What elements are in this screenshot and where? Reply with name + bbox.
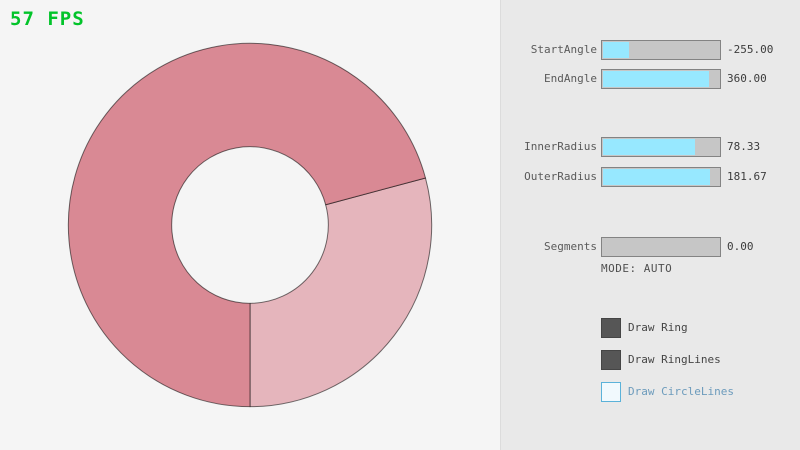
- inner-radius-value: 78.33: [727, 140, 761, 153]
- slider-row-segments: Segments 0.00: [501, 237, 800, 257]
- slider-fill: [603, 42, 629, 58]
- inner-radius-label: InnerRadius: [524, 140, 597, 153]
- segments-value: 0.00: [727, 240, 754, 253]
- slider-fill: [603, 139, 696, 155]
- outer-radius-label: OuterRadius: [524, 170, 597, 183]
- donut-ring-figure: [67, 42, 433, 408]
- segments-label: Segments: [544, 240, 597, 253]
- draw-ringlines-label: Draw RingLines: [628, 353, 721, 366]
- end-angle-label: EndAngle: [544, 72, 597, 85]
- draw-ring-label: Draw Ring: [628, 321, 688, 334]
- slider-fill: [603, 71, 710, 87]
- checkbox-row-draw-ringlines: Draw RingLines: [601, 350, 800, 370]
- draw-ring-checkbox[interactable]: [601, 318, 621, 338]
- slider-row-inner-radius: InnerRadius 78.33: [501, 137, 800, 157]
- checkbox-row-draw-ring: Draw Ring: [601, 318, 800, 338]
- ring-sector: [249, 177, 433, 408]
- start-angle-label: StartAngle: [530, 43, 597, 56]
- end-angle-value: 360.00: [727, 72, 767, 85]
- end-angle-slider[interactable]: [601, 69, 721, 89]
- outer-radius-value: 181.67: [727, 170, 767, 183]
- ring-sector: [67, 42, 427, 408]
- outer-radius-slider[interactable]: [601, 167, 721, 187]
- start-angle-slider[interactable]: [601, 40, 721, 60]
- slider-row-start-angle: StartAngle -255.00: [501, 40, 800, 60]
- checkbox-row-draw-circlelines: Draw CircleLines: [601, 382, 800, 402]
- inner-radius-slider[interactable]: [601, 137, 721, 157]
- draw-circlelines-checkbox[interactable]: [601, 382, 621, 402]
- slider-fill: [603, 169, 711, 185]
- draw-circlelines-label: Draw CircleLines: [628, 385, 734, 398]
- segments-mode-label: MODE: AUTO: [601, 262, 673, 275]
- fps-counter: 57 FPS: [10, 8, 85, 30]
- start-angle-value: -255.00: [727, 43, 774, 56]
- draw-ringlines-checkbox[interactable]: [601, 350, 621, 370]
- control-panel: StartAngle -255.00 EndAngle 360.00 Inner…: [500, 0, 800, 450]
- segments-slider[interactable]: [601, 237, 721, 257]
- render-canvas: 57 FPS: [10, 8, 433, 408]
- slider-row-outer-radius: OuterRadius 181.67: [501, 167, 800, 187]
- slider-row-end-angle: EndAngle 360.00: [501, 69, 800, 89]
